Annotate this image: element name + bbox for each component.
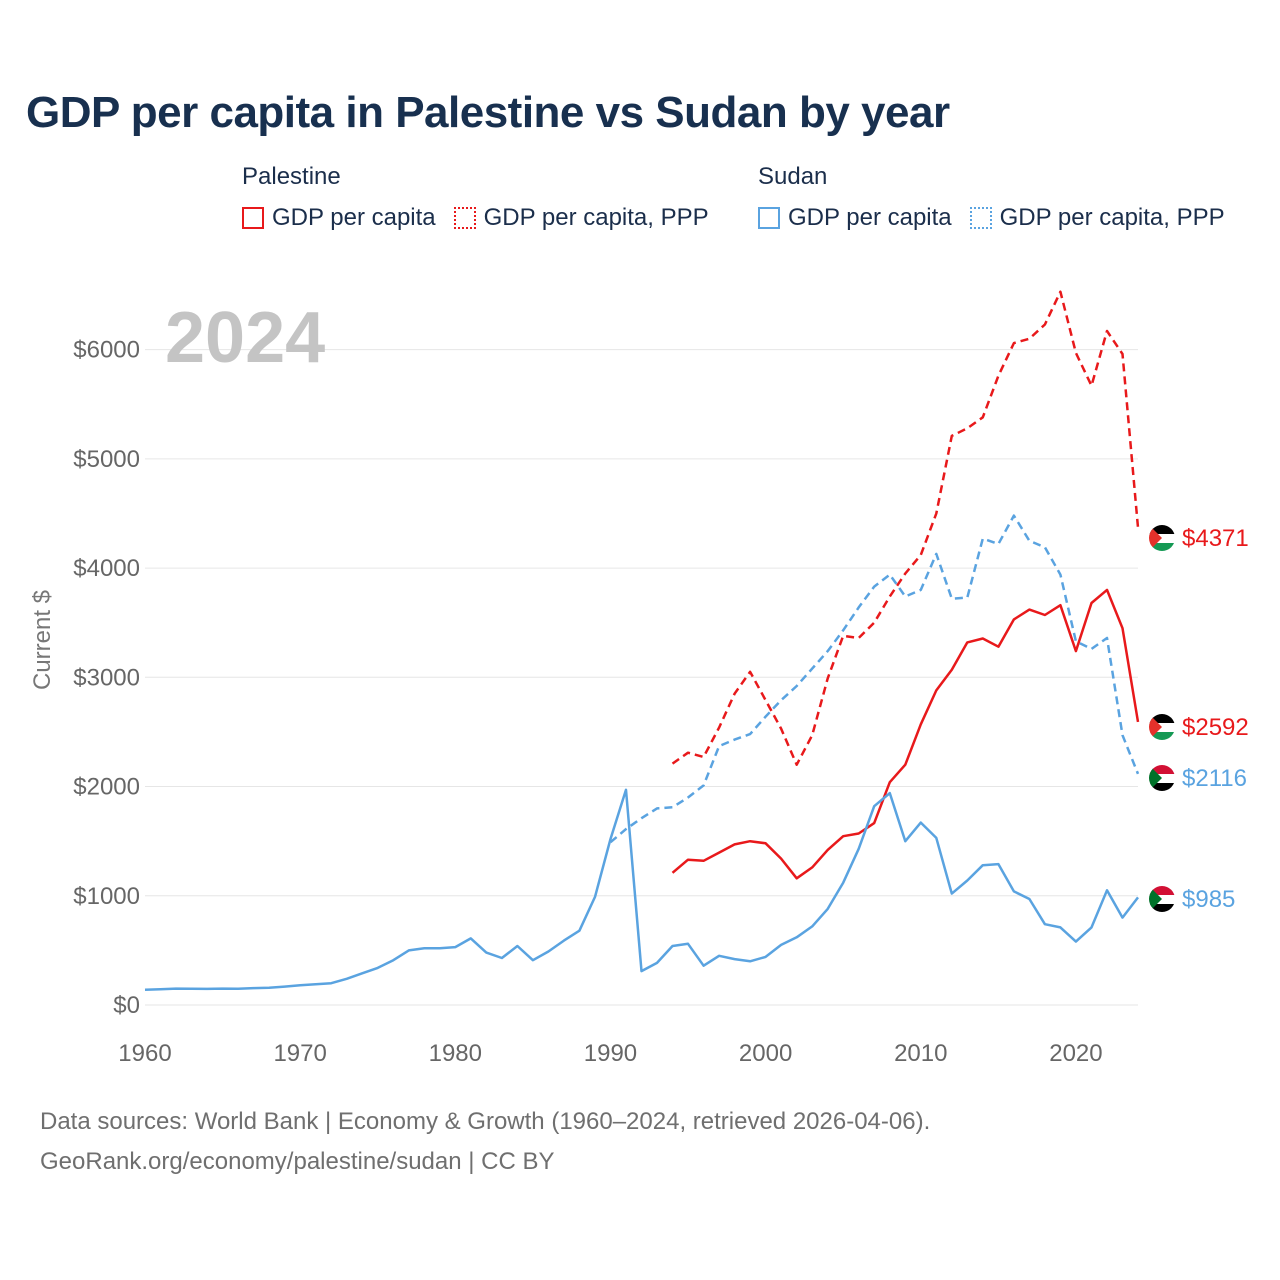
end-label-sudan-gdp: $985 xyxy=(1182,886,1235,913)
series-line-palestine-gdp-per-capita xyxy=(671,588,1140,880)
attribution-line: GeoRank.org/economy/palestine/sudan | CC… xyxy=(40,1148,555,1175)
legend-swatch-dotted xyxy=(453,207,476,229)
palestine-flag-icon xyxy=(1149,525,1175,551)
y-tick-label: $5000 xyxy=(73,446,140,473)
line-chart: $0 $1000 $2000 $3000 $4000 $5000 $6000 1960 197… xyxy=(29,290,1249,1067)
x-tick-label: 2010 xyxy=(894,1040,947,1067)
legend-item-palestine-gdp[interactable]: GDP per capita xyxy=(242,204,436,232)
year-watermark: 2024 xyxy=(165,298,325,378)
legend-swatch-dotted xyxy=(969,207,992,229)
x-tick-label: 2000 xyxy=(739,1040,792,1067)
series-line-palestine-gdp-per-capita-ppp xyxy=(671,290,1140,766)
legend-swatch-solid xyxy=(242,207,264,229)
y-tick-label: $6000 xyxy=(73,337,140,364)
x-tick-label: 2020 xyxy=(1049,1040,1102,1067)
legend-label: GDP per capita, PPP xyxy=(999,204,1225,231)
y-axis-ticks: $0 $1000 $2000 $3000 $4000 $5000 $6000 xyxy=(73,337,140,1019)
x-tick-label: 1990 xyxy=(584,1040,637,1067)
sudan-flag-icon xyxy=(1149,886,1175,912)
y-tick-label: $4000 xyxy=(73,555,140,582)
legend-label: GDP per capita xyxy=(272,204,436,231)
legend-label: GDP per capita xyxy=(788,204,952,231)
end-label-palestine-gdp: $2592 xyxy=(1182,714,1249,741)
y-tick-label: $1000 xyxy=(73,883,140,910)
legend-item-sudan-gdp[interactable]: GDP per capita xyxy=(758,204,952,232)
y-tick-label: $2000 xyxy=(73,774,140,801)
x-axis-ticks: 1960 1970 1980 1990 2000 2010 2020 xyxy=(118,1040,1102,1067)
legend-swatch-solid xyxy=(758,207,780,229)
x-tick-label: 1960 xyxy=(118,1040,171,1067)
series-lines xyxy=(144,290,1140,991)
end-label-palestine-gdp-ppp: $4371 xyxy=(1182,525,1249,552)
x-tick-label: 1980 xyxy=(429,1040,482,1067)
x-tick-label: 1970 xyxy=(273,1040,326,1067)
legend-group-sudan: Sudan GDP per capita GDP per capita, PPP xyxy=(758,163,1243,232)
end-label-sudan-gdp-ppp: $2116 xyxy=(1182,765,1247,792)
source-line: Data sources: World Bank | Economy & Gro… xyxy=(40,1108,931,1135)
legend-group-title: Palestine xyxy=(242,163,341,190)
sudan-flag-icon xyxy=(1149,765,1175,791)
grid-lines xyxy=(145,349,1138,1006)
series-line-sudan-gdp-per-capita xyxy=(144,788,1139,991)
palestine-flag-icon xyxy=(1149,714,1175,740)
legend-item-sudan-gdp-ppp[interactable]: GDP per capita, PPP xyxy=(969,204,1225,232)
y-tick-label: $0 xyxy=(113,992,140,1019)
y-tick-label: $3000 xyxy=(73,664,140,691)
chart-title: GDP per capita in Palestine vs Sudan by … xyxy=(26,88,950,137)
series-line-sudan-gdp-per-capita-ppp xyxy=(609,514,1140,844)
legend-label: GDP per capita, PPP xyxy=(483,204,709,231)
y-axis-label: Current $ xyxy=(29,590,56,690)
legend-group-title: Sudan xyxy=(758,163,828,190)
legend-group-palestine: Palestine GDP per capita GDP per capita,… xyxy=(242,163,727,232)
legend-item-palestine-gdp-ppp[interactable]: GDP per capita, PPP xyxy=(453,204,709,232)
